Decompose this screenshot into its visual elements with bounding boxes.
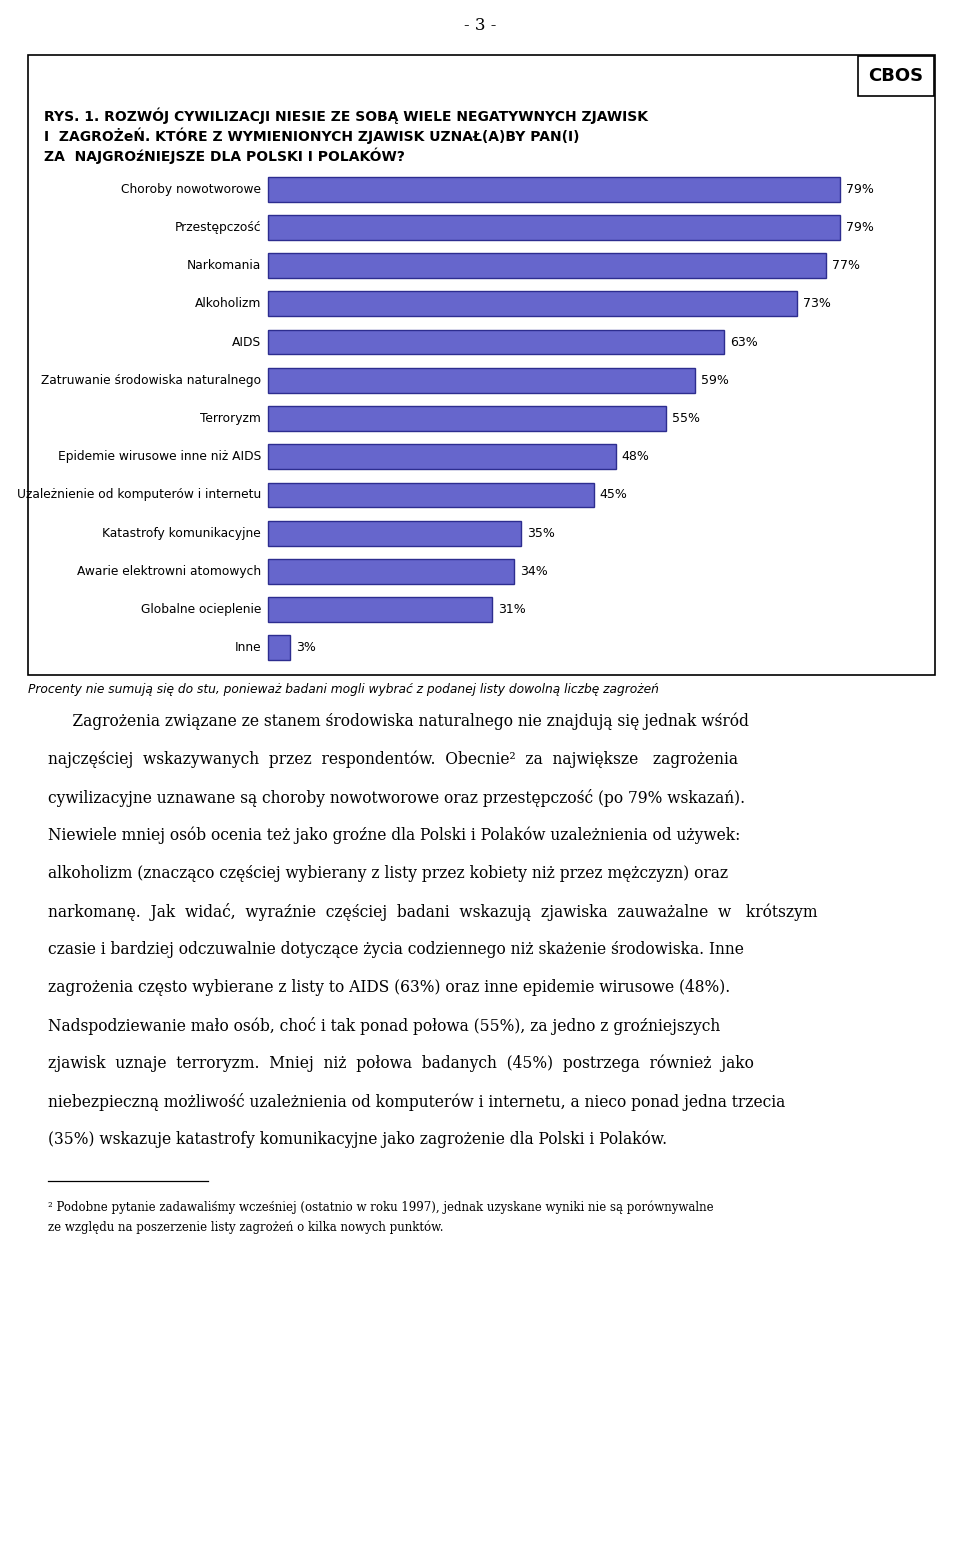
Bar bbox=[268, 253, 826, 278]
Text: - 3 -: - 3 - bbox=[464, 17, 496, 34]
Bar bbox=[268, 253, 826, 278]
Text: 35%: 35% bbox=[527, 527, 555, 539]
Bar bbox=[268, 406, 666, 431]
Bar bbox=[268, 329, 724, 354]
Bar bbox=[268, 559, 515, 584]
Bar bbox=[268, 598, 492, 623]
Text: 59%: 59% bbox=[701, 374, 729, 386]
Bar bbox=[268, 521, 521, 545]
Bar bbox=[268, 176, 840, 201]
Text: (35%) wskazuje katastrofy komunikacyjne jako zagrożenie dla Polski i Polaków.: (35%) wskazuje katastrofy komunikacyjne … bbox=[48, 1131, 667, 1148]
Bar bbox=[268, 482, 594, 507]
Bar bbox=[268, 559, 515, 584]
Text: Niewiele mniej osób ocenia też jako groźne dla Polski i Polaków uzależnienia od : Niewiele mniej osób ocenia też jako groź… bbox=[48, 827, 740, 845]
Text: Przestępczość: Przestępczość bbox=[175, 221, 261, 233]
Text: AIDS: AIDS bbox=[232, 335, 261, 349]
Text: Inne: Inne bbox=[234, 641, 261, 655]
Bar bbox=[268, 598, 492, 623]
Text: zagrożenia często wybierane z listy to AIDS (63%) oraz inne epidemie wirusowe (4: zagrożenia często wybierane z listy to A… bbox=[48, 980, 731, 997]
Text: CBOS: CBOS bbox=[869, 66, 924, 85]
Text: niebezpieczną możliwość uzależnienia od komputerów i internetu, a nieco ponad je: niebezpieczną możliwość uzależnienia od … bbox=[48, 1092, 785, 1111]
Text: 45%: 45% bbox=[600, 488, 628, 502]
Bar bbox=[268, 482, 594, 507]
Text: I  ZAGROŻeŃ. KTÓRE Z WYMIENIONYCH ZJAWISK UZNAŁ(A)BY PAN(I): I ZAGROŻeŃ. KTÓRE Z WYMIENIONYCH ZJAWISK… bbox=[44, 127, 580, 144]
Text: Narkomania: Narkomania bbox=[187, 260, 261, 272]
Text: 63%: 63% bbox=[731, 335, 757, 349]
Text: 79%: 79% bbox=[846, 182, 874, 196]
Text: 79%: 79% bbox=[846, 221, 874, 233]
Bar bbox=[268, 215, 840, 239]
Text: ZA  NAJGROźNIEJSZE DLA POLSKI I POLAKÓW?: ZA NAJGROźNIEJSZE DLA POLSKI I POLAKÓW? bbox=[44, 147, 405, 164]
Text: RYS. 1. ROZWÓJ CYWILIZACJI NIESIE ZE SOBĄ WIELE NEGATYWNYCH ZJAWISK: RYS. 1. ROZWÓJ CYWILIZACJI NIESIE ZE SOB… bbox=[44, 107, 648, 124]
Text: najczęściej  wskazywanych  przez  respondentów.  Obecnie²  za  największe   zagr: najczęściej wskazywanych przez responden… bbox=[48, 751, 738, 768]
Text: 55%: 55% bbox=[672, 413, 700, 425]
Text: Uzależnienie od komputerów i internetu: Uzależnienie od komputerów i internetu bbox=[16, 488, 261, 502]
Text: alkoholizm (znacząco częściej wybierany z listy przez kobiety niż przez mężczyzn: alkoholizm (znacząco częściej wybierany … bbox=[48, 865, 728, 882]
Text: Epidemie wirusowe inne niż AIDS: Epidemie wirusowe inne niż AIDS bbox=[58, 450, 261, 464]
Text: cywilizacyjne uznawane są choroby nowotworowe oraz przestępczość (po 79% wskazań: cywilizacyjne uznawane są choroby nowotw… bbox=[48, 789, 745, 806]
Text: Nadspodziewanie mało osób, choć i tak ponad połowa (55%), za jedno z groźniejszy: Nadspodziewanie mało osób, choć i tak po… bbox=[48, 1017, 720, 1035]
Text: 34%: 34% bbox=[520, 565, 548, 578]
Bar bbox=[268, 176, 840, 201]
Text: zjawisk  uznaje  terroryzm.  Mniej  niż  połowa  badanych  (45%)  postrzega  rów: zjawisk uznaje terroryzm. Mniej niż poło… bbox=[48, 1055, 754, 1072]
Bar bbox=[858, 56, 934, 96]
Text: Globalne ocieplenie: Globalne ocieplenie bbox=[140, 603, 261, 616]
Bar bbox=[28, 56, 935, 675]
Text: Choroby nowotworowe: Choroby nowotworowe bbox=[121, 182, 261, 196]
Text: 3%: 3% bbox=[296, 641, 316, 655]
Bar bbox=[268, 635, 290, 660]
Bar bbox=[268, 215, 840, 239]
Text: ze względu na poszerzenie listy zagrożeń o kilka nowych punktów.: ze względu na poszerzenie listy zagrożeń… bbox=[48, 1221, 444, 1233]
Text: Alkoholizm: Alkoholizm bbox=[195, 297, 261, 311]
Bar bbox=[268, 406, 666, 431]
Bar bbox=[268, 635, 290, 660]
Text: 77%: 77% bbox=[831, 260, 859, 272]
Text: 48%: 48% bbox=[621, 450, 649, 464]
Text: Katastrofy komunikacyjne: Katastrofy komunikacyjne bbox=[103, 527, 261, 539]
Bar bbox=[268, 292, 797, 317]
Bar bbox=[268, 329, 724, 354]
Text: czasie i bardziej odczuwalnie dotyczące życia codziennego niż skażenie środowisk: czasie i bardziej odczuwalnie dotyczące … bbox=[48, 941, 744, 958]
Text: Zagrożenia związane ze stanem środowiska naturalnego nie znajdują się jednak wśr: Zagrożenia związane ze stanem środowiska… bbox=[48, 712, 749, 731]
Text: Terroryzm: Terroryzm bbox=[200, 413, 261, 425]
Text: narkomanę.  Jak  widać,  wyraźnie  częściej  badani  wskazują  zjawiska  zauważa: narkomanę. Jak widać, wyraźnie częściej … bbox=[48, 902, 818, 921]
Bar bbox=[268, 368, 695, 392]
Text: 73%: 73% bbox=[803, 297, 830, 311]
Bar bbox=[268, 445, 615, 470]
Bar bbox=[268, 445, 615, 470]
Bar bbox=[268, 368, 695, 392]
Text: Zatruwanie środowiska naturalnego: Zatruwanie środowiska naturalnego bbox=[41, 374, 261, 386]
Text: ² Podobne pytanie zadawaliśmy wcześniej (ostatnio w roku 1997), jednak uzyskane : ² Podobne pytanie zadawaliśmy wcześniej … bbox=[48, 1200, 713, 1214]
Text: 31%: 31% bbox=[498, 603, 526, 616]
Bar bbox=[268, 521, 521, 545]
Bar bbox=[268, 292, 797, 317]
Text: Awarie elektrowni atomowych: Awarie elektrowni atomowych bbox=[77, 565, 261, 578]
Text: Procenty nie sumują się do stu, ponieważ badani mogli wybrać z podanej listy dow: Procenty nie sumują się do stu, ponieważ… bbox=[28, 683, 659, 695]
